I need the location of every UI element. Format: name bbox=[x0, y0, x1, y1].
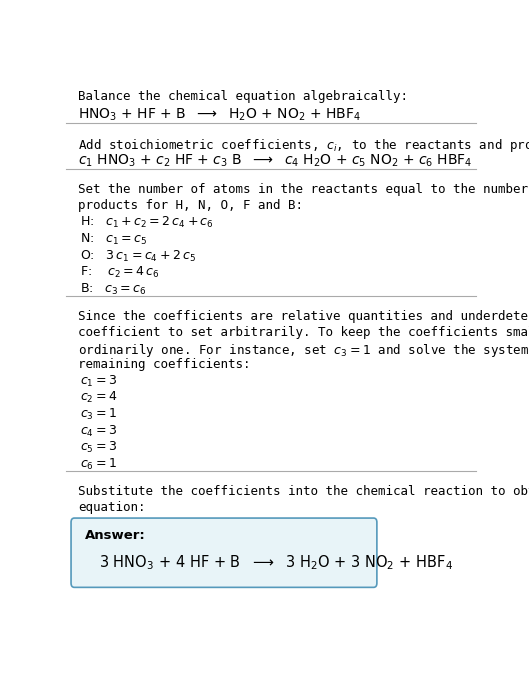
Text: $c_6 = 1$: $c_6 = 1$ bbox=[80, 457, 117, 472]
Text: $c_1$ HNO$_3$ + $c_2$ HF + $c_3$ B  $\longrightarrow$  $c_4$ H$_2$O + $c_5$ NO$_: $c_1$ HNO$_3$ + $c_2$ HF + $c_3$ B $\lon… bbox=[78, 153, 473, 169]
Text: ordinarily one. For instance, set $c_3 = 1$ and solve the system of equations fo: ordinarily one. For instance, set $c_3 =… bbox=[78, 342, 529, 359]
Text: Set the number of atoms in the reactants equal to the number of atoms in the: Set the number of atoms in the reactants… bbox=[78, 183, 529, 196]
Text: O:   $3\,c_1 = c_4 + 2\,c_5$: O: $3\,c_1 = c_4 + 2\,c_5$ bbox=[80, 249, 196, 264]
Text: H:   $c_1 + c_2 = 2\,c_4 + c_6$: H: $c_1 + c_2 = 2\,c_4 + c_6$ bbox=[80, 215, 214, 230]
Text: Balance the chemical equation algebraically:: Balance the chemical equation algebraica… bbox=[78, 91, 408, 103]
Text: $c_5 = 3$: $c_5 = 3$ bbox=[80, 440, 117, 455]
Text: $c_3 = 1$: $c_3 = 1$ bbox=[80, 407, 117, 422]
Text: $c_1 = 3$: $c_1 = 3$ bbox=[80, 374, 117, 389]
Text: Substitute the coefficients into the chemical reaction to obtain the balanced: Substitute the coefficients into the che… bbox=[78, 485, 529, 498]
Text: products for H, N, O, F and B:: products for H, N, O, F and B: bbox=[78, 199, 304, 212]
FancyBboxPatch shape bbox=[71, 518, 377, 587]
Text: equation:: equation: bbox=[78, 501, 146, 514]
Text: Add stoichiometric coefficients, $c_i$, to the reactants and products:: Add stoichiometric coefficients, $c_i$, … bbox=[78, 137, 529, 154]
Text: remaining coefficients:: remaining coefficients: bbox=[78, 358, 251, 371]
Text: Since the coefficients are relative quantities and underdetermined, choose a: Since the coefficients are relative quan… bbox=[78, 310, 529, 323]
Text: Answer:: Answer: bbox=[85, 528, 145, 541]
Text: 3 HNO$_3$ + 4 HF + B  $\longrightarrow$  3 H$_2$O + 3 NO$_2$ + HBF$_4$: 3 HNO$_3$ + 4 HF + B $\longrightarrow$ 3… bbox=[99, 553, 453, 572]
Text: $c_2 = 4$: $c_2 = 4$ bbox=[80, 390, 118, 405]
Text: N:   $c_1 = c_5$: N: $c_1 = c_5$ bbox=[80, 232, 148, 247]
Text: coefficient to set arbitrarily. To keep the coefficients small, the arbitrary va: coefficient to set arbitrarily. To keep … bbox=[78, 326, 529, 339]
Text: B:   $c_3 = c_6$: B: $c_3 = c_6$ bbox=[80, 282, 147, 297]
Text: F:    $c_2 = 4\,c_6$: F: $c_2 = 4\,c_6$ bbox=[80, 265, 160, 280]
Text: HNO$_3$ + HF + B  $\longrightarrow$  H$_2$O + NO$_2$ + HBF$_4$: HNO$_3$ + HF + B $\longrightarrow$ H$_2$… bbox=[78, 106, 361, 123]
Text: $c_4 = 3$: $c_4 = 3$ bbox=[80, 424, 117, 439]
